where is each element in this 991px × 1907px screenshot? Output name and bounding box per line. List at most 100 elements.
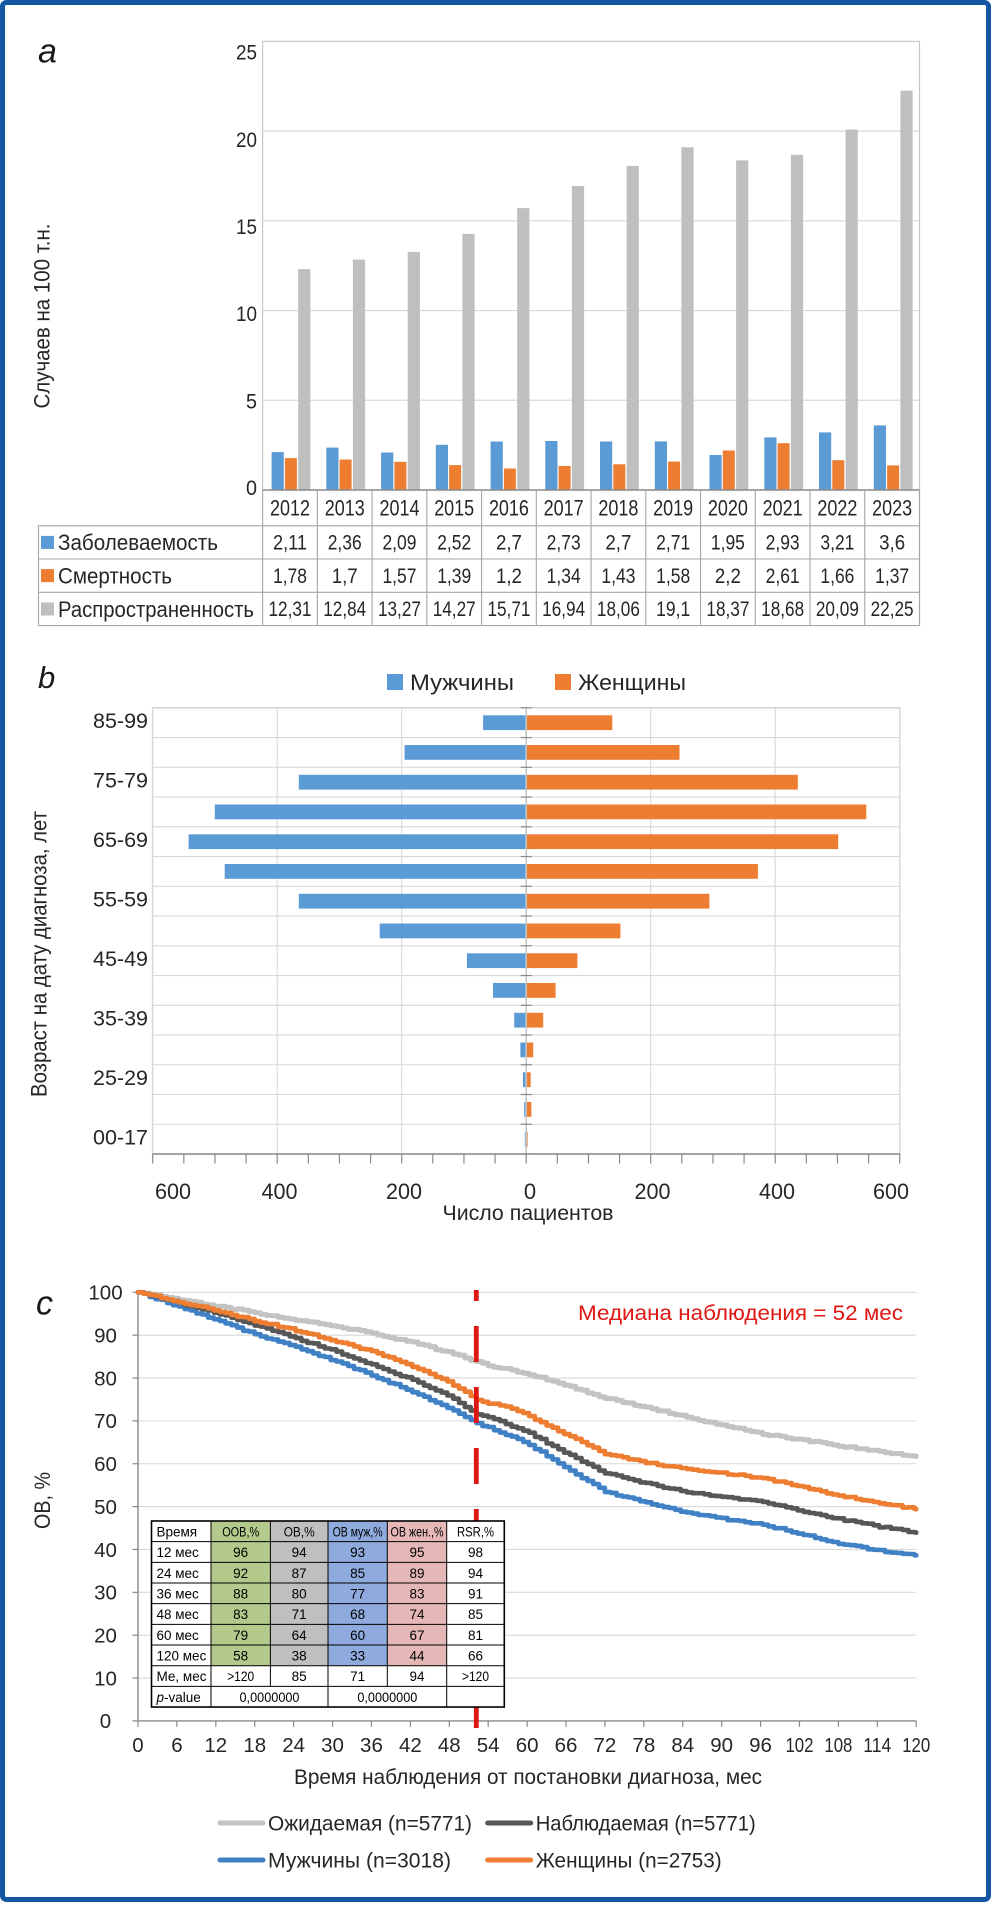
svg-text:Медиана наблюдения = 52 мес: Медиана наблюдения = 52 мес xyxy=(578,1302,903,1325)
svg-text:1,57: 1,57 xyxy=(382,565,416,588)
svg-text:50: 50 xyxy=(94,1496,117,1519)
svg-text:36: 36 xyxy=(360,1734,383,1757)
svg-text:85: 85 xyxy=(350,1566,365,1581)
svg-text:85-99: 85-99 xyxy=(93,709,148,733)
svg-text:2016: 2016 xyxy=(489,495,529,520)
svg-text:1,39: 1,39 xyxy=(437,565,471,588)
svg-text:2,61: 2,61 xyxy=(766,565,800,588)
svg-text:84: 84 xyxy=(671,1734,694,1757)
svg-text:102: 102 xyxy=(785,1734,813,1757)
svg-text:0: 0 xyxy=(132,1734,143,1757)
svg-text:90: 90 xyxy=(94,1324,117,1347)
svg-text:p-value: p-value xyxy=(156,1690,201,1705)
svg-text:ОВ, %: ОВ, % xyxy=(30,1472,55,1529)
svg-text:1,78: 1,78 xyxy=(273,565,307,588)
svg-text:15,71: 15,71 xyxy=(487,598,530,621)
svg-text:33: 33 xyxy=(350,1649,365,1664)
svg-text:48: 48 xyxy=(438,1734,461,1757)
svg-text:40: 40 xyxy=(94,1539,117,1562)
svg-text:94: 94 xyxy=(468,1566,484,1581)
svg-text:Случаев на 100 т.н.: Случаев на 100 т.н. xyxy=(30,224,55,409)
svg-text:42: 42 xyxy=(399,1734,422,1757)
svg-text:108: 108 xyxy=(824,1734,852,1757)
svg-text:77: 77 xyxy=(350,1587,365,1602)
svg-text:114: 114 xyxy=(863,1734,891,1757)
svg-text:400: 400 xyxy=(759,1179,795,1204)
svg-text:0: 0 xyxy=(246,477,257,500)
svg-text:80: 80 xyxy=(94,1367,117,1390)
svg-text:1,2: 1,2 xyxy=(496,565,522,588)
svg-text:14,27: 14,27 xyxy=(433,598,476,621)
svg-text:30: 30 xyxy=(321,1734,344,1757)
svg-text:55-59: 55-59 xyxy=(93,888,148,912)
svg-text:85: 85 xyxy=(468,1607,483,1622)
svg-text:2015: 2015 xyxy=(434,495,474,520)
svg-text:200: 200 xyxy=(386,1179,422,1204)
svg-text:66: 66 xyxy=(555,1734,578,1757)
svg-text:2019: 2019 xyxy=(653,495,693,520)
svg-text:>120: >120 xyxy=(227,1669,254,1684)
svg-text:Ожидаемая (n=5771): Ожидаемая (n=5771) xyxy=(268,1812,472,1836)
svg-text:45-49: 45-49 xyxy=(93,947,148,971)
svg-text:94: 94 xyxy=(292,1545,308,1560)
svg-text:Мужчины (n=3018): Мужчины (n=3018) xyxy=(268,1849,451,1873)
svg-text:Время наблюдения от постановки: Время наблюдения от постановки диагноза,… xyxy=(294,1765,762,1789)
svg-text:2,73: 2,73 xyxy=(547,532,581,555)
svg-text:1,37: 1,37 xyxy=(875,565,909,588)
svg-text:ОВ жен.,%: ОВ жен.,% xyxy=(391,1525,444,1540)
svg-text:68: 68 xyxy=(350,1607,365,1622)
svg-text:2023: 2023 xyxy=(872,495,912,520)
svg-text:2,71: 2,71 xyxy=(656,532,690,555)
svg-text:24: 24 xyxy=(282,1734,305,1757)
svg-text:72: 72 xyxy=(594,1734,617,1757)
svg-text:2,93: 2,93 xyxy=(766,532,800,555)
svg-text:2,7: 2,7 xyxy=(605,532,631,555)
svg-text:1,66: 1,66 xyxy=(820,565,854,588)
svg-text:18,37: 18,37 xyxy=(706,598,749,621)
svg-text:2014: 2014 xyxy=(379,495,419,520)
svg-text:10: 10 xyxy=(236,303,257,326)
svg-text:120: 120 xyxy=(902,1734,930,1757)
svg-text:2017: 2017 xyxy=(544,495,584,520)
svg-text:71: 71 xyxy=(350,1669,365,1684)
svg-text:78: 78 xyxy=(632,1734,655,1757)
svg-text:1,95: 1,95 xyxy=(711,532,745,555)
svg-text:25-29: 25-29 xyxy=(93,1066,148,1090)
svg-text:54: 54 xyxy=(477,1734,500,1757)
svg-text:Мужчины: Мужчины xyxy=(410,670,514,695)
svg-text:RSR,%: RSR,% xyxy=(457,1525,494,1540)
svg-text:0,0000000: 0,0000000 xyxy=(240,1690,300,1705)
svg-text:a: a xyxy=(38,33,57,71)
svg-text:71: 71 xyxy=(292,1607,307,1622)
svg-text:>120: >120 xyxy=(462,1669,489,1684)
svg-text:65-69: 65-69 xyxy=(93,828,148,852)
svg-text:10: 10 xyxy=(94,1667,117,1690)
svg-text:16,94: 16,94 xyxy=(542,598,585,621)
svg-text:12: 12 xyxy=(204,1734,227,1757)
svg-text:60: 60 xyxy=(350,1628,365,1643)
svg-text:25: 25 xyxy=(236,42,257,65)
svg-text:60: 60 xyxy=(516,1734,539,1757)
svg-text:600: 600 xyxy=(873,1179,909,1204)
svg-text:96: 96 xyxy=(749,1734,772,1757)
svg-text:64: 64 xyxy=(292,1628,308,1643)
svg-text:c: c xyxy=(36,1285,53,1323)
svg-text:ООВ,%: ООВ,% xyxy=(222,1525,259,1540)
svg-text:95: 95 xyxy=(409,1545,424,1560)
svg-text:0,0000000: 0,0000000 xyxy=(357,1690,417,1705)
svg-text:2,2: 2,2 xyxy=(715,565,741,588)
svg-text:79: 79 xyxy=(233,1628,248,1643)
svg-text:87: 87 xyxy=(292,1566,307,1581)
svg-text:Ме, мес: Ме, мес xyxy=(157,1669,207,1684)
svg-text:24 мес: 24 мес xyxy=(157,1566,200,1581)
svg-text:70: 70 xyxy=(94,1410,117,1433)
svg-text:3,6: 3,6 xyxy=(879,532,905,555)
svg-text:400: 400 xyxy=(262,1179,298,1204)
svg-text:18,68: 18,68 xyxy=(761,598,804,621)
svg-text:36 мес: 36 мес xyxy=(157,1587,200,1602)
svg-text:0: 0 xyxy=(100,1710,111,1733)
svg-text:94: 94 xyxy=(409,1669,425,1684)
svg-text:85: 85 xyxy=(292,1669,307,1684)
svg-text:Женщины: Женщины xyxy=(578,670,686,695)
svg-text:600: 600 xyxy=(155,1179,191,1204)
